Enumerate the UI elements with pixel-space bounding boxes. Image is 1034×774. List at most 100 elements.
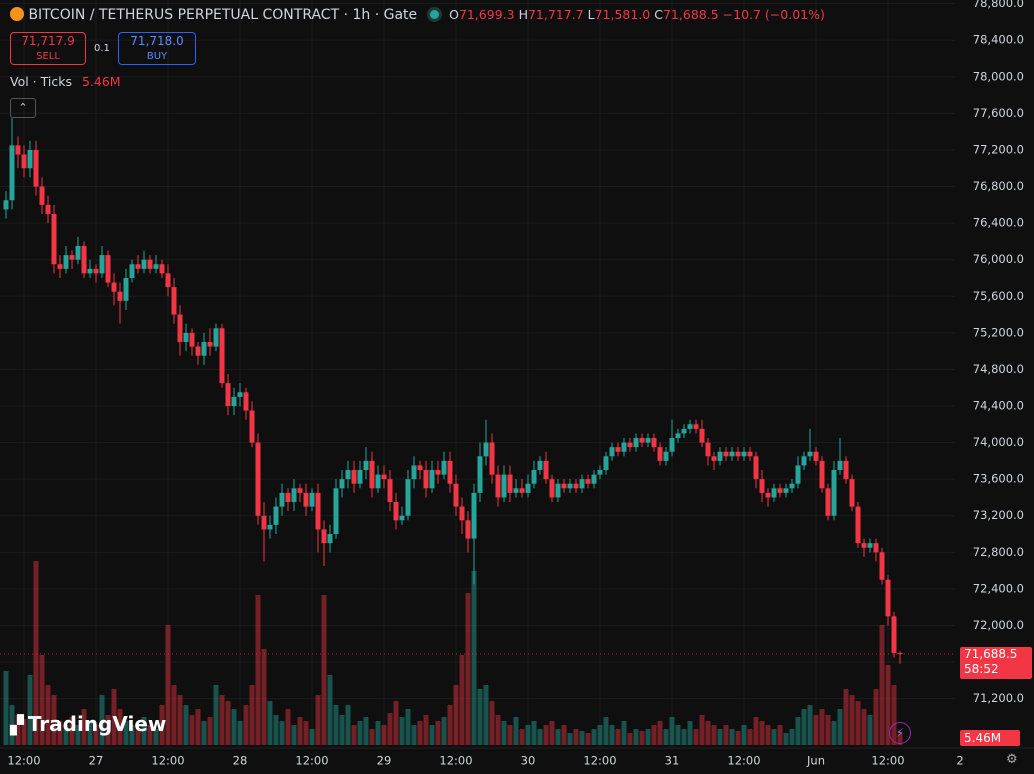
candle-body — [783, 488, 789, 493]
candle-body — [153, 264, 159, 269]
volume-bar — [831, 721, 837, 745]
volume-bar — [33, 561, 39, 745]
volume-bar — [495, 715, 501, 745]
volume-bar — [213, 685, 219, 745]
candle-body — [315, 492, 321, 530]
candle-body — [651, 438, 657, 448]
y-tick-label: 78,000.0 — [973, 69, 1024, 83]
volume-bar — [81, 709, 87, 745]
candle-body — [447, 460, 453, 484]
candle-body — [717, 451, 723, 461]
volume-bar — [231, 709, 237, 745]
volume-bar — [513, 717, 519, 745]
candle-body — [507, 474, 513, 493]
volume-bar — [327, 675, 333, 745]
candle-body — [129, 264, 135, 278]
candle-body — [99, 255, 105, 274]
x-tick-label: Jun — [806, 754, 825, 768]
buy-button[interactable]: 71,718.0 BUY — [118, 32, 196, 65]
candle-body — [321, 529, 327, 544]
h-value: 71,717.7 — [527, 7, 584, 22]
candle-body — [27, 149, 33, 169]
y-tick-label: 76,400.0 — [973, 216, 1024, 230]
x-tick-label: 12:00 — [583, 754, 616, 768]
volume-bar — [609, 725, 615, 745]
candle-body — [255, 442, 261, 516]
y-tick-label: 77,200.0 — [973, 142, 1024, 156]
volume-bar — [123, 721, 129, 745]
x-tick-label: 12:00 — [439, 754, 472, 768]
candle-body — [267, 524, 273, 530]
volume-bar — [435, 721, 441, 745]
x-tick-label: 12:00 — [295, 754, 328, 768]
volume-bar — [99, 695, 105, 745]
logo-mark: ▞ — [10, 715, 24, 736]
volume-bar — [855, 701, 861, 745]
candle-body — [711, 456, 717, 461]
candle-body — [477, 456, 483, 493]
candle-body — [369, 460, 375, 489]
status-dot — [429, 10, 439, 19]
volume-bar — [819, 709, 825, 745]
sell-button[interactable]: 71,717.9 SELL — [10, 32, 86, 65]
volume-bar — [87, 721, 93, 745]
candle-body — [75, 245, 81, 260]
candle-body — [537, 460, 543, 471]
candle-body — [141, 259, 147, 269]
alert-icon[interactable]: ⚡ — [889, 722, 911, 744]
volume-bar — [795, 717, 801, 745]
volume-bar — [417, 721, 423, 745]
volume-bar — [351, 725, 357, 745]
candle-body — [543, 460, 549, 480]
volume-bar — [825, 715, 831, 745]
indicator-name: Vol · Ticks — [10, 74, 72, 89]
candle-body — [579, 479, 585, 489]
volume-bar — [531, 721, 537, 745]
volume-bar — [585, 733, 591, 745]
candle-body — [261, 515, 267, 530]
volume-bar — [207, 717, 213, 745]
volume-bar — [357, 721, 363, 745]
candle-body — [837, 460, 843, 471]
volume-bar — [687, 721, 693, 745]
candle-body — [879, 552, 885, 580]
y-tick-label: 74,800.0 — [973, 362, 1024, 376]
volume-bar — [747, 729, 753, 745]
candle-body — [531, 470, 537, 484]
candle-body — [471, 492, 477, 539]
candle-body — [9, 145, 15, 201]
volume-bar — [627, 733, 633, 745]
candle-body — [819, 460, 825, 489]
candle-body — [45, 204, 51, 214]
candle-body — [39, 186, 45, 205]
candle-body — [855, 506, 861, 544]
y-tick-label: 71,200.0 — [973, 691, 1024, 705]
last-price: 71,688.5 — [964, 647, 1018, 661]
volume-bar — [699, 715, 705, 745]
candle-body — [51, 213, 57, 265]
volume-bar — [801, 709, 807, 745]
candle-body — [249, 410, 255, 443]
candle-body — [207, 341, 213, 347]
candle-body — [147, 259, 153, 269]
candle-body — [693, 424, 699, 429]
settings-icon[interactable]: ⚙ — [1006, 752, 1018, 767]
volume-bar — [183, 705, 189, 745]
candle-body — [591, 474, 597, 484]
volume-bar — [873, 689, 879, 745]
volume-label: 5.46M — [960, 730, 1020, 746]
volume-bar — [267, 701, 273, 745]
candle-body — [867, 543, 873, 548]
o-value: 71,699.3 — [458, 7, 515, 22]
grid — [0, 0, 955, 748]
collapse-button[interactable]: ⌃ — [10, 98, 36, 118]
volume-bar — [225, 701, 231, 745]
candle-body — [171, 287, 177, 315]
volume-bar — [423, 715, 429, 745]
candle-body — [747, 451, 753, 457]
candle-body — [573, 483, 579, 489]
volume-bar — [591, 729, 597, 745]
candle-body — [399, 515, 405, 521]
volume-bar — [789, 729, 795, 745]
